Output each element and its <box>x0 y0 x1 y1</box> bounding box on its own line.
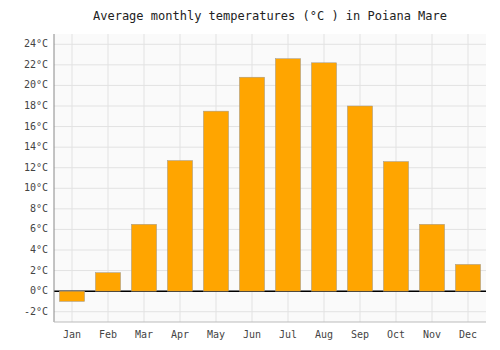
bar <box>455 264 480 291</box>
bars <box>59 59 480 302</box>
y-tick-label: 6°C <box>30 223 48 234</box>
chart: -2°C 0°C 2°C 4°C 6°C 8°C 10°C 12°C 14°C 16°C 18°C 2… <box>0 0 500 350</box>
title: Average monthly temperatures (°C ) in Po… <box>93 9 447 23</box>
x-tick-label: Feb <box>99 329 117 340</box>
x-tick-label: Oct <box>387 329 405 340</box>
y-grid-line <box>54 44 486 45</box>
y-grid-line <box>54 188 486 189</box>
y-grid-line <box>54 311 486 312</box>
y-tick-label: 12°C <box>24 162 48 173</box>
bar <box>95 273 120 292</box>
y-tick-label: 14°C <box>24 141 48 152</box>
y-tick-label: 8°C <box>30 203 48 214</box>
y-grid-line <box>54 208 486 209</box>
x-axis-line <box>54 322 486 323</box>
x-tick-label: Jan <box>63 329 81 340</box>
y-tick-label: 18°C <box>24 100 48 111</box>
x-tick-label: Mar <box>135 329 153 340</box>
y-grid-line <box>54 126 486 127</box>
y-grid-line <box>54 64 486 65</box>
y-tick-label: 22°C <box>24 59 48 70</box>
x-tick-label: Sep <box>351 329 369 340</box>
y-tick-label: 20°C <box>24 79 48 90</box>
bar <box>167 161 192 292</box>
y-tick-label: 0°C <box>30 285 48 296</box>
x-tick-label: Jul <box>279 329 297 340</box>
grid <box>54 34 486 322</box>
y-tick-label: 24°C <box>24 38 48 49</box>
x-tick-label: Jun <box>243 329 261 340</box>
bar <box>239 77 264 291</box>
x-tick-label: May <box>207 329 225 340</box>
y-tick-label: 2°C <box>30 265 48 276</box>
y-grid-line <box>54 85 486 86</box>
bar <box>203 111 228 291</box>
y-grid-line <box>54 167 486 168</box>
bar <box>347 106 372 291</box>
y-tick-label: -2°C <box>24 306 48 317</box>
bar <box>131 224 156 291</box>
y-axis-line <box>54 34 55 322</box>
bar <box>59 291 84 301</box>
y-grid-line <box>54 147 486 148</box>
x-tick-label: Apr <box>171 329 189 340</box>
y-tick-label: 10°C <box>24 182 48 193</box>
x-grid-line <box>72 34 73 322</box>
x-tick-label: Nov <box>423 329 441 340</box>
chart-container: -2°C 0°C 2°C 4°C 6°C 8°C 10°C 12°C 14°C 16°C 18°C 2… <box>0 0 500 350</box>
x-tick-label: Aug <box>315 329 333 340</box>
y-tick-label: 4°C <box>30 244 48 255</box>
plot-background <box>54 34 486 322</box>
y-grid-line <box>54 106 486 107</box>
x-tick-label: Dec <box>459 329 477 340</box>
bar <box>419 224 444 291</box>
axes: -2°C 0°C 2°C 4°C 6°C 8°C 10°C 12°C 14°C 16°C 18°C 2… <box>24 34 486 340</box>
y-tick-label: 16°C <box>24 121 48 132</box>
bar <box>383 162 408 292</box>
bar <box>275 59 300 291</box>
bar <box>311 63 336 291</box>
